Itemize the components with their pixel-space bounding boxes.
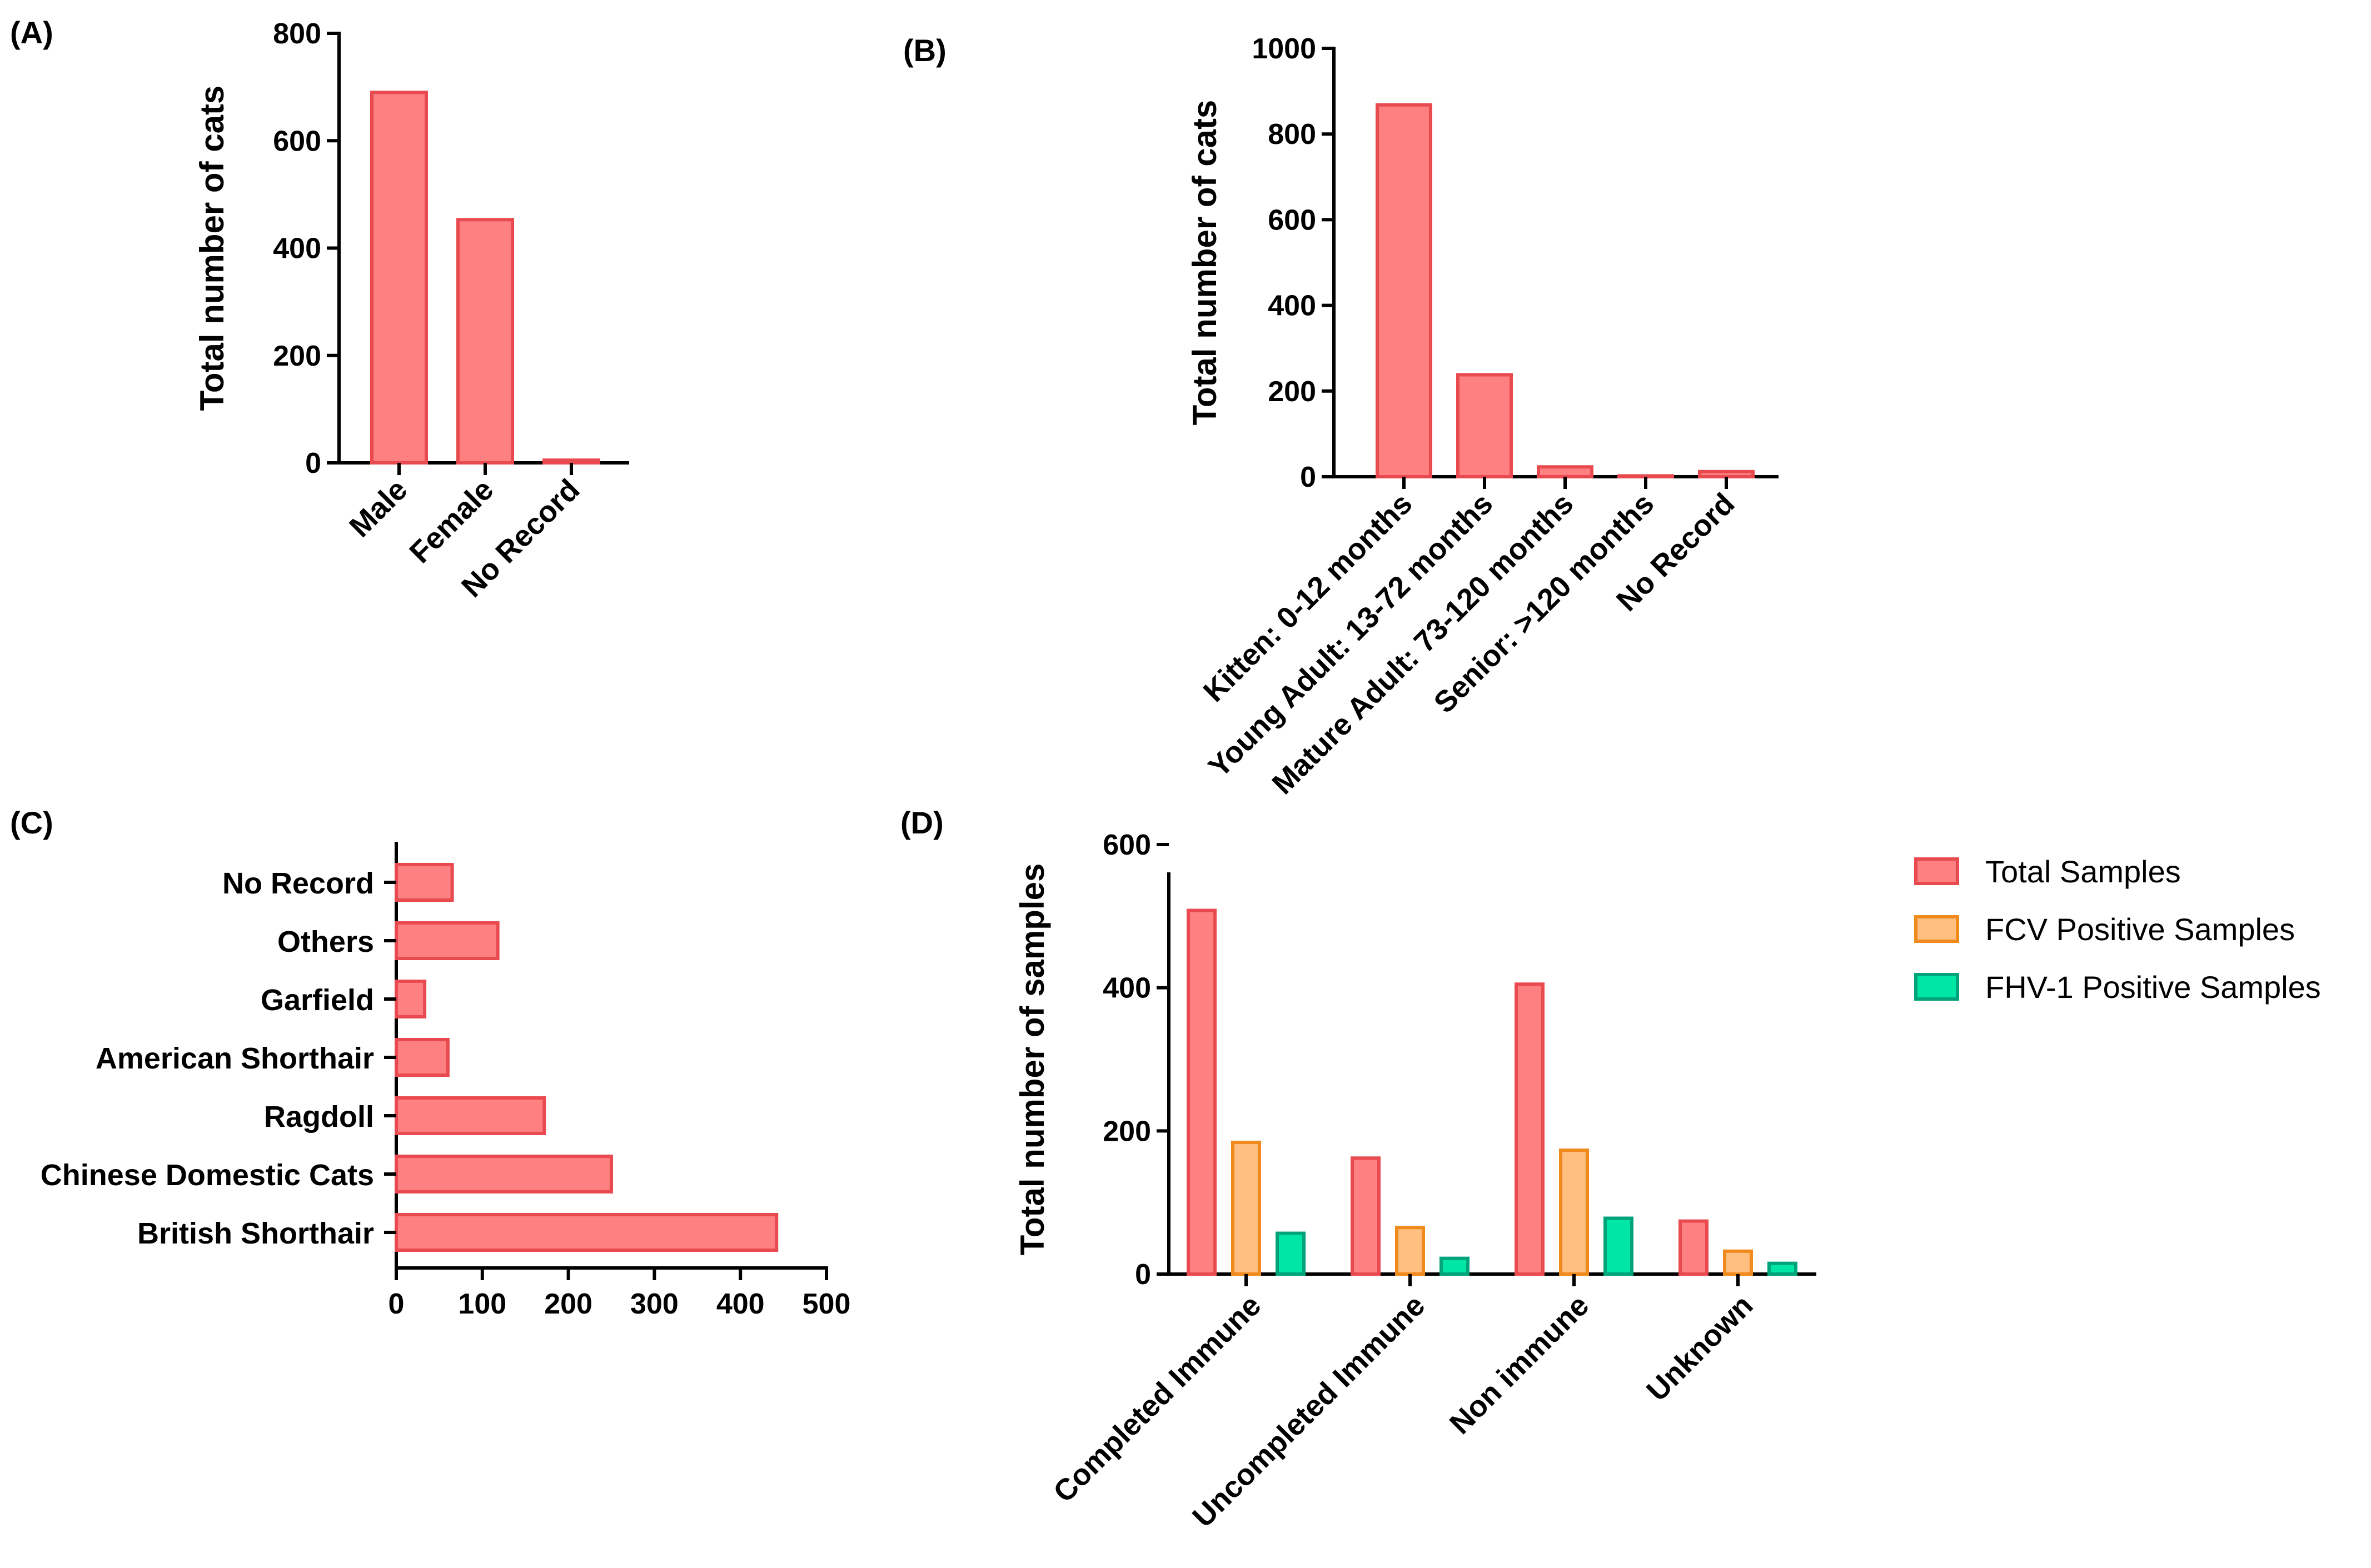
y-tick-label: No Record [222, 867, 374, 900]
legend-swatch-1 [1914, 915, 1959, 943]
y-axis-title: Total number of cats [1186, 100, 1223, 426]
x-tick-label: Male [343, 473, 414, 543]
y-axis-title: Total number of samples [1014, 863, 1051, 1256]
legend-label-1: FCV Positive Samples [1985, 912, 2295, 947]
bar-0 [1376, 103, 1432, 479]
bar-0 [395, 863, 454, 902]
bar-0-0 [1187, 908, 1217, 1276]
y-tick-label: Chinese Domestic Cats [41, 1158, 374, 1192]
y-tick-label: 1000 [1252, 33, 1316, 65]
bar-0-2 [1276, 1231, 1306, 1276]
y-tick-label: 0 [1135, 1259, 1151, 1291]
y-tick-label: American Shorthair [96, 1042, 374, 1075]
bar-4 [395, 1096, 546, 1135]
y-tick-label: British Shorthair [137, 1217, 374, 1250]
bar-5 [395, 1155, 613, 1194]
y-tick-label: 600 [1103, 829, 1151, 861]
legend-swatch-2 [1914, 973, 1959, 1001]
bar-2-1 [1559, 1148, 1589, 1276]
legend-swatch-0 [1914, 857, 1959, 885]
x-tick-label: Mature Adult: 73-120 months [1266, 487, 1580, 801]
y-tick-label: Others [277, 925, 374, 958]
bar-3 [1617, 474, 1674, 479]
y-tick-label: 400 [1268, 290, 1316, 322]
y-tick-label: 200 [273, 340, 321, 372]
bar-1-1 [1395, 1226, 1425, 1276]
bar-4 [1698, 470, 1755, 478]
bar-0 [370, 91, 428, 465]
bar-2 [542, 458, 600, 465]
panel-label-d: (D) [900, 805, 944, 840]
bar-0-1 [1231, 1140, 1261, 1276]
bar-2 [395, 980, 427, 1018]
bar-2-0 [1515, 982, 1545, 1276]
legend-label-0: Total Samples [1985, 854, 2181, 889]
y-tick-label: 600 [1268, 204, 1316, 236]
y-tick-label: 400 [273, 233, 321, 265]
chart-c-breed: 0 100 200 300 400 500 No Record Others Garfield A… [41, 842, 851, 1320]
bar-1 [1456, 373, 1513, 479]
bar-1 [395, 921, 500, 960]
y-tick-label: 800 [273, 18, 321, 50]
x-tick-label: 0 [388, 1288, 405, 1320]
chart-d-legend: Total Samples FCV Positive Samples FHV-1 P… [1914, 854, 2321, 1005]
bar-3-0 [1678, 1219, 1708, 1276]
y-tick-label: Garfield [261, 983, 374, 1017]
x-tick-label: Unknown [1640, 1289, 1759, 1407]
x-tick-label: 300 [630, 1288, 679, 1320]
bar-1-2 [1439, 1256, 1470, 1276]
bar-3 [395, 1038, 450, 1077]
x-tick-label: 100 [458, 1288, 506, 1320]
bar-1-0 [1351, 1156, 1381, 1276]
y-tick-label: 200 [1103, 1115, 1151, 1147]
y-tick-label: Ragdoll [264, 1100, 374, 1133]
bar-2-2 [1603, 1216, 1633, 1276]
y-axis-title: Total number of cats [193, 86, 231, 411]
y-tick-label: 0 [1300, 461, 1316, 493]
y-tick-label: 800 [1268, 118, 1316, 151]
x-tick-label: Non immune [1443, 1289, 1596, 1441]
x-tick-label: 400 [716, 1288, 765, 1320]
x-tick-label: 500 [803, 1288, 851, 1320]
y-tick-label: 200 [1268, 376, 1316, 408]
y-tick-label: 0 [305, 447, 321, 480]
panel-label-b: (B) [903, 33, 947, 68]
bar-1 [456, 218, 514, 465]
y-tick-label: 600 [273, 125, 321, 157]
bar-3-1 [1723, 1249, 1753, 1276]
panel-label-c: (C) [10, 805, 53, 840]
legend-label-2: FHV-1 Positive Samples [1985, 970, 2321, 1005]
bar-2 [1537, 465, 1593, 479]
y-tick-label: 400 [1103, 972, 1151, 1005]
panel-label-a: (A) [10, 15, 53, 50]
bar-6 [395, 1213, 779, 1252]
x-tick-label: 200 [544, 1288, 592, 1320]
bar-3-2 [1767, 1261, 1797, 1276]
